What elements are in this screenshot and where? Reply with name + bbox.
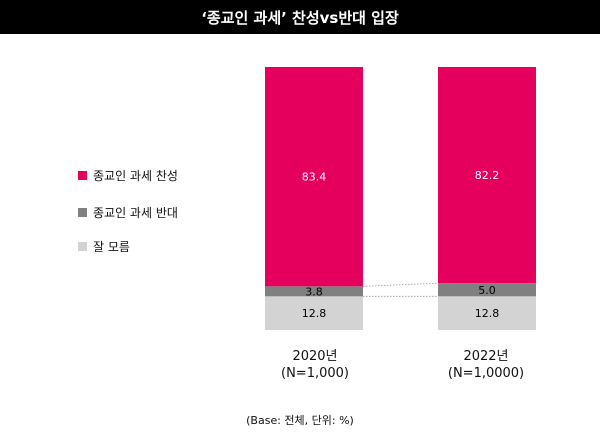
legend-swatch-favor bbox=[78, 171, 87, 180]
footnote: (Base: 전체, 단위: %) bbox=[246, 414, 354, 427]
bar-segment-oppose-0 bbox=[265, 286, 363, 297]
legend-label-unknown: 잘 모름 bbox=[93, 240, 130, 254]
bar-segment-unknown-1 bbox=[438, 296, 536, 330]
data-label-unknown-0: 12.8 bbox=[302, 307, 327, 320]
legend-item-unknown: 잘 모름 bbox=[78, 238, 130, 255]
category-year-2022: 2022년 bbox=[463, 349, 509, 364]
bar-segment-favor-1 bbox=[438, 67, 536, 284]
category-year-2020: 2020년 bbox=[292, 349, 338, 364]
legend-label-oppose: 종교인 과세 반대 bbox=[93, 206, 178, 220]
connector-line-0 bbox=[362, 282, 439, 287]
bar-segment-favor-0 bbox=[265, 67, 363, 287]
category-label-2020: 2020년 (N=1,000) bbox=[260, 348, 370, 382]
data-label-oppose-0: 3.8 bbox=[305, 285, 323, 298]
bar-segment-oppose-1 bbox=[438, 283, 536, 297]
data-label-oppose-1: 5.0 bbox=[478, 284, 496, 297]
data-label-favor-0: 83.4 bbox=[302, 171, 327, 184]
legend-item-oppose: 종교인 과세 반대 bbox=[78, 204, 178, 221]
category-sample-2022: (N=1,0000) bbox=[447, 366, 525, 381]
category-sample-2020: (N=1,000) bbox=[281, 366, 349, 381]
legend-item-favor: 종교인 과세 찬성 bbox=[78, 167, 178, 184]
chart-title: ‘종교인 과세’ 찬성vs반대 입장 bbox=[0, 0, 600, 34]
legend-swatch-oppose bbox=[78, 208, 87, 217]
data-label-unknown-1: 12.8 bbox=[475, 307, 500, 320]
bar-segment-unknown-0 bbox=[265, 296, 363, 330]
legend-label-favor: 종교인 과세 찬성 bbox=[93, 169, 178, 183]
category-label-2022: 2022년 (N=1,0000) bbox=[431, 348, 541, 382]
data-label-favor-1: 82.2 bbox=[475, 169, 500, 182]
legend-swatch-unknown bbox=[78, 242, 87, 251]
